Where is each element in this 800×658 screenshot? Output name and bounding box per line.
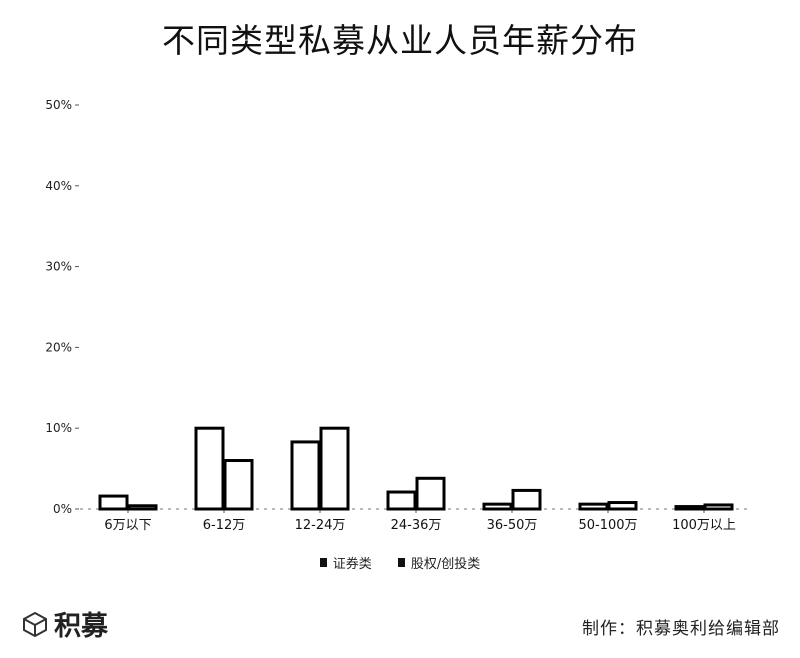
legend: 证券类 股权/创投类 <box>0 553 800 572</box>
bar-securities <box>290 440 321 511</box>
legend-item: 证券类 <box>319 553 372 572</box>
y-tick-label: 50% <box>45 98 72 112</box>
bar-securities <box>386 490 417 511</box>
bar-securities <box>674 505 705 511</box>
bar-equity-vc <box>415 476 446 511</box>
x-tick-label: 36-50万 <box>487 518 538 533</box>
credit-text: 制作：积募奥利给编辑部 <box>582 619 780 639</box>
x-tick-label: 24-36万 <box>391 518 442 533</box>
x-tick-label: 100万以上 <box>672 518 736 533</box>
y-tick-label: 20% <box>45 340 72 354</box>
bar-equity-vc <box>127 504 158 511</box>
bar-equity-vc <box>511 488 542 511</box>
bar-equity-vc <box>223 459 254 511</box>
x-tick-label: 12-24万 <box>295 518 346 533</box>
bar-chart: 0% 10% 20% 30% 40% 50% 6万以下 6-12万 12-24万 24-36万 36… <box>45 98 752 533</box>
x-tick-label: 6万以下 <box>104 518 151 533</box>
x-tick-label: 50-100万 <box>578 518 637 533</box>
brand-name: 积募 <box>54 611 108 642</box>
legend-swatch <box>319 558 327 567</box>
bar-equity-vc <box>319 426 350 511</box>
legend-swatch <box>397 558 405 567</box>
legend-label: 证券类 <box>332 557 372 572</box>
bar-securities <box>578 502 609 511</box>
y-tick-label: 40% <box>45 179 72 193</box>
cube-logo-icon <box>23 611 47 637</box>
brand-logo: 积募 <box>22 604 108 643</box>
y-tick-label: 30% <box>45 260 72 274</box>
bar-equity-vc <box>703 503 734 511</box>
bar-securities <box>98 494 129 511</box>
x-tick-label: 6-12万 <box>203 518 246 533</box>
y-tick-label: 0% <box>53 502 72 516</box>
chart-title: 不同类型私募从业人员年薪分布 <box>162 21 638 60</box>
y-tick-label: 10% <box>45 421 72 435</box>
bar-equity-vc <box>607 501 638 511</box>
bar-securities <box>194 426 225 511</box>
legend-item: 股权/创投类 <box>397 553 481 572</box>
legend-label: 股权/创投类 <box>410 557 481 572</box>
bar-securities <box>482 502 513 511</box>
